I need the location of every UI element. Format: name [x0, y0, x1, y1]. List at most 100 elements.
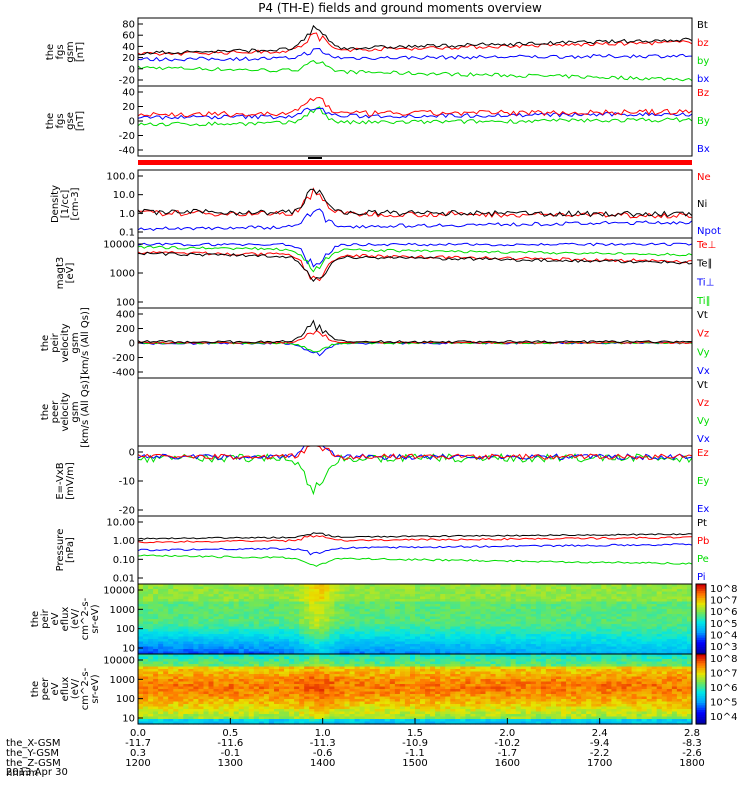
heatmap-cell: [420, 719, 426, 723]
heatmap-cell: [223, 684, 230, 688]
heatmap-cell: [450, 609, 456, 613]
heatmap-cell: [279, 591, 285, 595]
heatmap-cell: [223, 714, 230, 718]
heatmap-cell: [168, 606, 174, 610]
heatmap-cell: [671, 614, 678, 618]
heatmap-cell: [430, 654, 436, 658]
heatmap-cell: [173, 621, 179, 625]
heatmap-cell: [233, 594, 240, 598]
heatmap-cell: [520, 601, 527, 605]
heatmap-cell: [138, 611, 144, 615]
heatmap-cell: [173, 639, 179, 643]
heatmap-cell: [369, 674, 376, 678]
heatmap-cell: [198, 634, 204, 638]
heatmap-cell: [399, 649, 406, 653]
heatmap-cell: [596, 634, 602, 638]
heatmap-cell: [611, 616, 617, 620]
heatmap-cell: [556, 584, 562, 588]
heatmap-cell: [148, 661, 154, 665]
heatmap-cell: [495, 636, 502, 640]
heatmap-cell: [344, 684, 351, 688]
heatmap-cell: [556, 634, 562, 638]
legend-entry: Vy: [697, 347, 710, 358]
heatmap-cell: [440, 626, 446, 630]
heatmap-cell: [379, 626, 386, 630]
heatmap-cell: [495, 614, 502, 618]
heatmap-cell: [485, 649, 492, 653]
heatmap-cell: [410, 629, 416, 633]
heatmap-cell: [656, 616, 663, 620]
heatmap-cell: [233, 624, 240, 628]
colorbar-swatch: [696, 605, 706, 608]
heatmap-cell: [208, 649, 215, 653]
heatmap-cell: [314, 686, 320, 690]
heatmap-cell: [465, 596, 471, 600]
heatmap-cell: [415, 641, 421, 645]
heatmap-cell: [631, 594, 638, 598]
heatmap-cell: [233, 649, 240, 653]
heatmap-cell: [581, 601, 587, 605]
heatmap-cell: [198, 701, 204, 705]
heatmap-cell: [274, 686, 280, 690]
heatmap-cell: [520, 619, 527, 623]
heatmap-cell: [394, 634, 401, 638]
heatmap-cell: [253, 694, 260, 698]
heatmap-cell: [475, 639, 481, 643]
heatmap-cell: [410, 716, 416, 720]
heatmap-cell: [606, 649, 612, 653]
heatmap-cell: [374, 721, 381, 725]
heatmap-cell: [183, 616, 189, 620]
heatmap-cell: [258, 619, 265, 623]
heatmap-cell: [475, 586, 481, 590]
heatmap-cell: [324, 609, 330, 613]
heatmap-cell: [248, 674, 255, 678]
heatmap-cell: [274, 584, 280, 588]
heatmap-cell: [430, 691, 436, 695]
heatmap-cell: [294, 586, 300, 590]
heatmap-cell: [394, 621, 401, 625]
heatmap-cell: [329, 596, 335, 600]
heatmap-cell: [233, 719, 240, 723]
series-line: [137, 251, 693, 282]
heatmap-cell: [324, 614, 330, 618]
heatmap-cell: [410, 706, 416, 710]
heatmap-cell: [213, 699, 220, 703]
heatmap-cell: [268, 599, 275, 603]
heatmap-cell: [233, 679, 240, 683]
heatmap-cell: [143, 699, 149, 703]
heatmap-cell: [233, 599, 240, 603]
heatmap-cell: [485, 636, 492, 640]
heatmap-cell: [274, 711, 280, 715]
heatmap-cell: [223, 611, 230, 615]
heatmap-cell: [455, 641, 461, 645]
heatmap-cell: [228, 646, 235, 650]
heatmap-cell: [228, 701, 235, 705]
heatmap-cell: [258, 636, 265, 640]
heatmap-cell: [163, 671, 169, 675]
legend-entry: Ey: [697, 476, 709, 487]
heatmap-cell: [148, 716, 154, 720]
heatmap-cell: [284, 649, 290, 653]
heatmap-cell: [561, 631, 567, 635]
heatmap-cell: [500, 589, 507, 593]
heatmap-cell: [374, 621, 381, 625]
heatmap-cell: [284, 621, 290, 625]
heatmap-cell: [581, 599, 587, 603]
heatmap-cell: [268, 626, 275, 630]
heatmap-cell: [299, 721, 305, 725]
heatmap-cell: [384, 674, 391, 678]
heatmap-cell: [228, 664, 235, 668]
heatmap-cell: [329, 601, 335, 605]
heatmap-cell: [309, 716, 315, 720]
heatmap-cell: [430, 666, 436, 670]
heatmap-cell: [626, 596, 633, 600]
heatmap-cell: [284, 681, 290, 685]
colorbar-label: 10^8: [710, 584, 737, 595]
heatmap-cell: [671, 641, 678, 645]
heatmap-cell: [153, 601, 159, 605]
heatmap-cell: [309, 639, 315, 643]
heatmap-cell: [460, 606, 466, 610]
heatmap-cell: [399, 714, 406, 718]
heatmap-cell: [203, 689, 210, 693]
heatmap-cell: [329, 624, 335, 628]
